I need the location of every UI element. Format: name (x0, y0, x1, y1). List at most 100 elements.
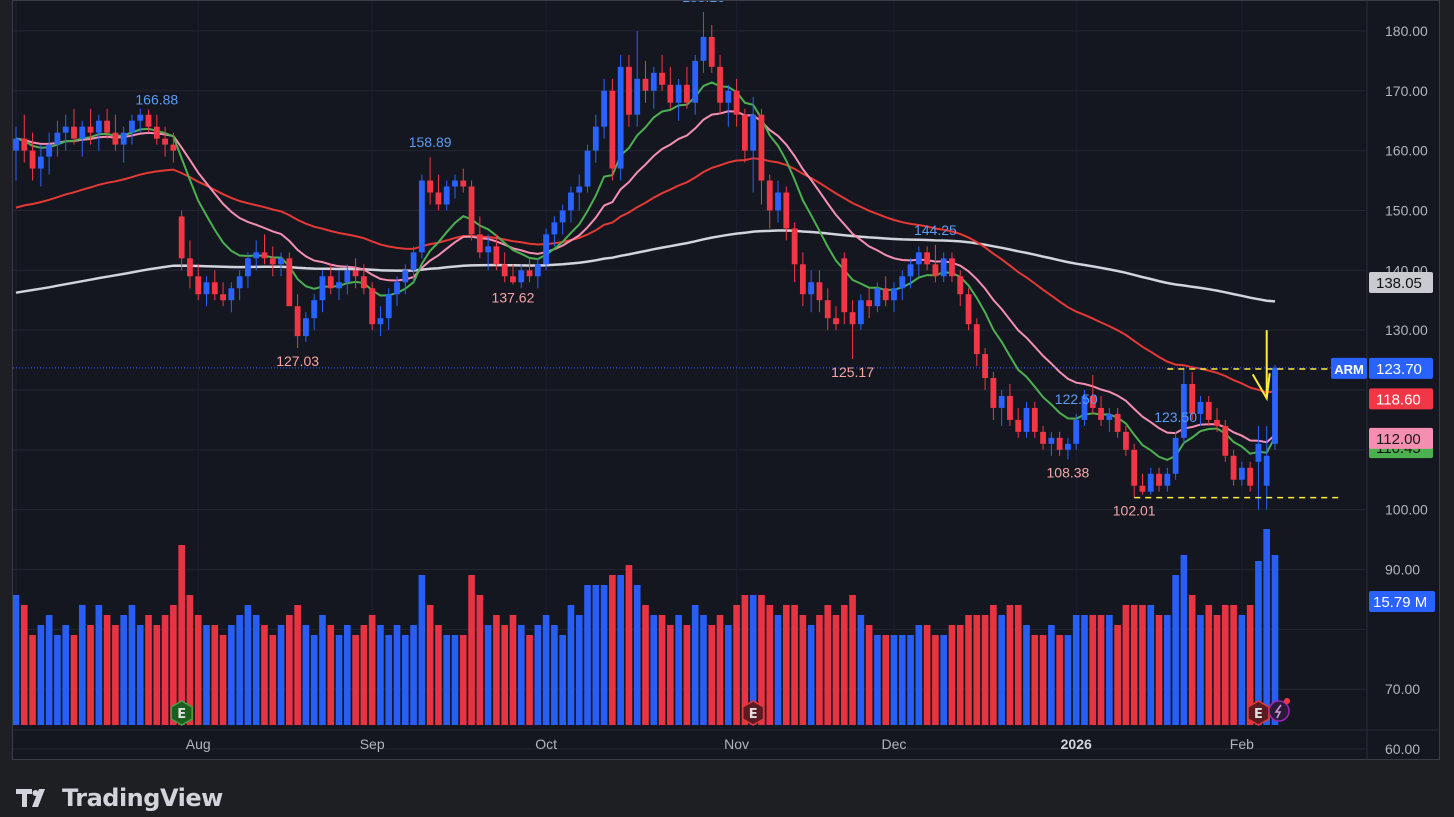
candle (278, 252, 284, 277)
candle-body (675, 84, 682, 103)
volume-bar (459, 635, 467, 725)
candle (1056, 431, 1063, 456)
volume-bar (1271, 555, 1279, 725)
candle (940, 252, 947, 283)
candle-body (899, 276, 906, 289)
candle-body (799, 264, 806, 295)
candle (178, 210, 185, 271)
candle (1106, 407, 1113, 432)
candle (708, 24, 715, 73)
volume-bar (20, 605, 28, 725)
candle-body (518, 270, 525, 283)
candle (37, 144, 44, 187)
volume-bar (1081, 615, 1088, 725)
candle (129, 114, 135, 145)
candle (650, 66, 657, 109)
candle (957, 270, 964, 307)
candle-body (866, 300, 873, 307)
volume-bar (832, 615, 840, 725)
candle-body (1272, 367, 1278, 444)
candle-body (1164, 473, 1171, 486)
volume-bar (592, 585, 600, 725)
candle (62, 114, 69, 151)
volume-bar (1130, 605, 1138, 725)
volume-bar (567, 605, 575, 725)
volume-bar (542, 615, 550, 725)
price-annotation: 125.17 (831, 364, 874, 380)
volume-bar (898, 635, 906, 725)
candle-body (650, 72, 657, 91)
candle-body (559, 210, 566, 223)
candle (1147, 467, 1154, 495)
candle-body (352, 270, 359, 277)
candle-body (501, 264, 508, 277)
volume-bar (120, 615, 127, 725)
volume-bar (385, 635, 393, 725)
volume-bar (435, 625, 442, 725)
candle-body (46, 144, 53, 157)
earnings-marker: E (742, 700, 765, 726)
candle (526, 258, 533, 283)
volume-bar (418, 575, 426, 725)
volume-bar (468, 575, 475, 725)
candle-body (493, 246, 500, 265)
price-chart[interactable]: 166.88 127.03 158.89 137.62 183.16 125.17 144.… (13, 1, 1440, 760)
candle-body (1247, 467, 1254, 486)
candle-body (1189, 383, 1196, 414)
candle-body (808, 282, 815, 295)
brand[interactable]: TradingView (16, 782, 223, 814)
candle-body (460, 180, 467, 187)
candle-body (510, 276, 516, 283)
y-tick-label: 130.00 (1385, 322, 1428, 338)
volume-bar (310, 635, 318, 725)
candle (187, 240, 193, 289)
candle (1272, 364, 1278, 450)
candle (601, 78, 607, 139)
candle (949, 252, 955, 283)
candle (932, 244, 939, 283)
candle (79, 120, 86, 157)
volume-bar (534, 625, 542, 725)
volume-bar (1064, 635, 1072, 725)
candle (841, 252, 848, 325)
candle-body (443, 186, 450, 205)
candle (261, 234, 268, 265)
volume-bar (683, 625, 691, 725)
candle (551, 216, 558, 247)
volume-bar (807, 625, 815, 725)
candle (1247, 461, 1254, 492)
volume-bar (1263, 529, 1271, 725)
candle (112, 114, 119, 151)
candle-body (1263, 455, 1270, 486)
volume-tag-bg (1369, 591, 1435, 612)
volume-bar (642, 605, 649, 725)
volume-bar (493, 615, 500, 725)
candle-body (833, 318, 839, 325)
chart-frame[interactable]: 166.88 127.03 158.89 137.62 183.16 125.17 144.… (12, 0, 1440, 760)
candle (1114, 407, 1121, 438)
volume-bars (13, 529, 1279, 725)
candle (592, 114, 599, 163)
volume-bar (178, 545, 185, 725)
volume-bar (658, 615, 666, 725)
alert-dot (1284, 698, 1290, 704)
candle (634, 30, 641, 127)
candle-body (907, 264, 914, 277)
candle (46, 132, 53, 175)
volume-bar (1246, 605, 1254, 725)
candle-body (87, 126, 94, 133)
candle-body (1007, 395, 1013, 420)
volume-bar (360, 625, 368, 725)
candle-body (725, 90, 732, 103)
candle (891, 282, 897, 313)
volume-bar (1072, 615, 1080, 725)
volume-bar (733, 605, 740, 725)
candle-body (849, 312, 856, 325)
candle-body (377, 318, 384, 325)
volume-bar (112, 625, 119, 725)
candle (87, 108, 94, 145)
earnings-marker: E (170, 700, 193, 726)
candle-body (824, 300, 831, 319)
volume-bar (1213, 615, 1221, 725)
volume-bar (377, 625, 384, 725)
